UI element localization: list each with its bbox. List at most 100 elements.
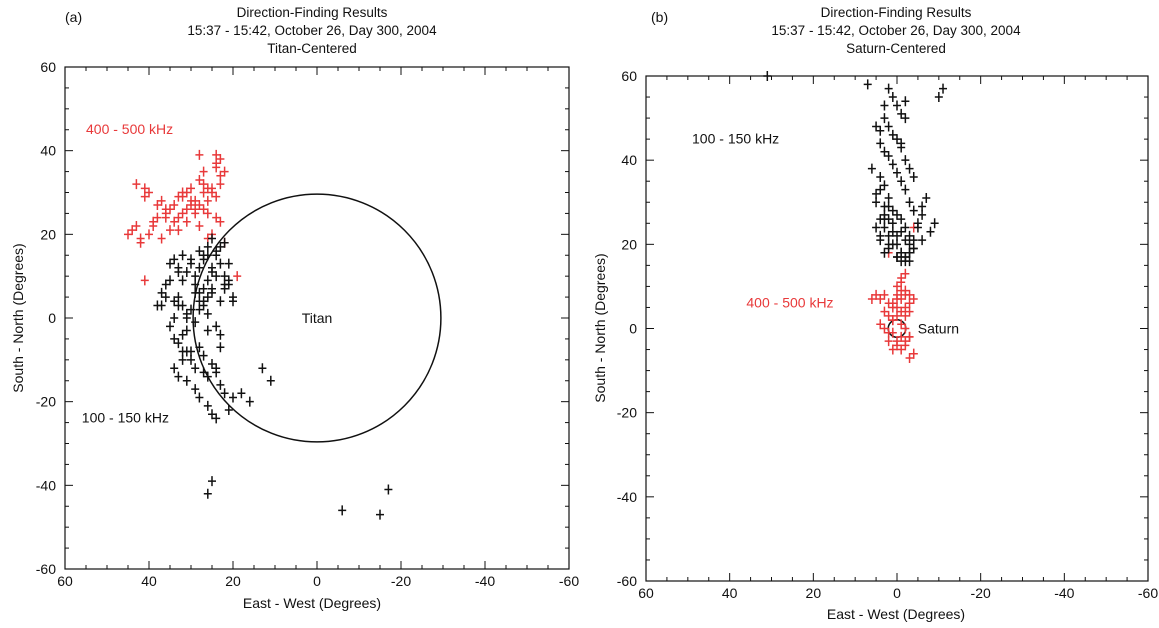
data-point (893, 251, 901, 262)
data-point (880, 323, 889, 334)
data-point (195, 287, 204, 298)
data-point (178, 208, 187, 219)
data-point (905, 247, 914, 258)
x-tick-label: 20 (806, 585, 822, 601)
data-point (195, 304, 204, 315)
data-point (897, 256, 906, 267)
data-point (195, 200, 204, 211)
data-point (170, 313, 179, 323)
y-tick-label: 40 (40, 143, 56, 159)
x-axis-label: East - West (Degrees) (243, 595, 381, 611)
data-point (216, 296, 225, 307)
data-point (918, 201, 927, 212)
data-point (212, 162, 221, 173)
x-tick-label: -40 (475, 573, 495, 589)
data-point (880, 146, 889, 157)
data-point (237, 388, 246, 399)
data-point (199, 166, 208, 177)
data-point (149, 220, 158, 231)
axis-ticks (64, 66, 570, 570)
data-point (867, 294, 876, 305)
data-point (191, 208, 200, 219)
data-point (199, 204, 208, 215)
data-point (191, 384, 200, 395)
data-point (153, 200, 162, 211)
data-point (182, 313, 191, 323)
data-point (170, 333, 179, 344)
data-point (876, 184, 885, 195)
data-point (926, 226, 935, 237)
data-point (195, 149, 204, 160)
panel-label: (a) (65, 9, 82, 25)
x-tick-label: -20 (391, 573, 411, 589)
x-tick-label: -60 (1138, 585, 1158, 601)
chart-subtitle: 15:37 - 15:42, October 26, Day 300, 2004 (187, 23, 437, 38)
data-point (157, 195, 166, 206)
data-point (166, 258, 174, 269)
data-point (905, 289, 914, 300)
data-point (233, 271, 242, 282)
x-tick-label: 0 (893, 585, 901, 601)
axis-ticks (645, 75, 1149, 582)
data-point (905, 298, 914, 309)
data-point (338, 505, 347, 516)
data-point (195, 220, 204, 231)
data-point (905, 197, 914, 208)
data-point (897, 319, 906, 330)
x-tick-label: -60 (559, 573, 579, 589)
series-annotations: 100 - 150 kHz 400 - 500 kHz (692, 130, 834, 310)
y-axis-label: South - North (Degrees) (10, 243, 26, 392)
data-point (876, 138, 885, 149)
data-point (157, 287, 166, 298)
x-tick-label: 40 (722, 585, 738, 601)
data-point (220, 271, 229, 282)
y-tick-label: -40 (617, 489, 637, 505)
data-point (880, 100, 889, 111)
data-point (888, 129, 897, 140)
data-point (897, 247, 906, 258)
data-point (229, 296, 237, 307)
chart-title: Direction-Finding Results (821, 5, 972, 20)
data-point (897, 138, 906, 149)
data-point (166, 321, 174, 332)
data-point (216, 258, 225, 269)
data-point (199, 350, 208, 361)
data-point (208, 359, 216, 370)
data-point (216, 179, 225, 190)
data-point (178, 250, 187, 261)
titan-circle (192, 193, 442, 443)
saturn-label: Saturn (918, 321, 959, 337)
data-point (203, 183, 212, 194)
series-label: 400 - 500 kHz (746, 294, 833, 310)
data-point (893, 230, 901, 241)
y-tick-label: 20 (621, 236, 637, 252)
data-point (140, 275, 149, 286)
data-point (901, 251, 910, 262)
data-point (913, 222, 922, 233)
data-point (876, 125, 885, 136)
data-point (888, 327, 897, 338)
data-point (199, 179, 208, 190)
data-point (208, 287, 216, 298)
data-point (266, 375, 275, 386)
axis-tick-labels: 60 40 20 0 -20 -40 -60 -60 -40 -20 0 20 40 60 (36, 59, 580, 589)
data-point (880, 201, 889, 212)
data-point (208, 262, 216, 273)
data-point (199, 187, 208, 198)
data-point (872, 121, 881, 132)
y-tick-label: 40 (621, 152, 637, 168)
data-point (174, 300, 183, 311)
data-point (876, 235, 885, 246)
data-point (901, 184, 910, 195)
data-point (216, 216, 225, 227)
data-point (170, 254, 179, 265)
data-point (905, 239, 914, 250)
data-point (170, 363, 179, 374)
data-point (140, 191, 149, 202)
data-point (897, 294, 906, 305)
data-point (187, 200, 195, 211)
data-point (199, 367, 208, 378)
data-point (212, 321, 221, 332)
chart-subtitle-2: Titan-Centered (267, 41, 357, 56)
